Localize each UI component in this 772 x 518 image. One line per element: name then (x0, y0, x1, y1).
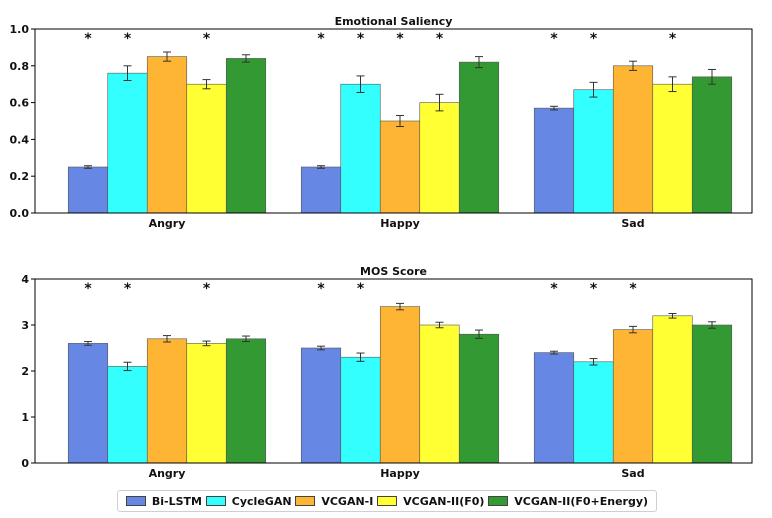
significance-marker: * (84, 281, 92, 297)
bar (340, 83, 381, 214)
bar (67, 343, 109, 464)
bar (146, 56, 188, 214)
bar (573, 89, 614, 214)
category-label: Happy (380, 217, 420, 230)
bar (691, 324, 733, 464)
bar (186, 83, 227, 214)
mos-score-chart: MOS Score 0 1 2 3 4 * * * * * * * * Angry Happy Sad (21, 265, 753, 480)
bar (186, 343, 227, 464)
bar (379, 120, 421, 214)
category-label: Sad (621, 217, 644, 230)
legend-label: VCGAN-II(F0) (403, 494, 485, 508)
legend-swatch (205, 496, 226, 506)
significance-marker: * (550, 31, 558, 47)
significance-marker: * (124, 281, 132, 297)
legend-swatch (377, 496, 398, 506)
significance-marker: * (436, 31, 444, 47)
significance-marker: * (590, 31, 598, 47)
y-tick-label: 1 (21, 411, 29, 424)
legend-item-vcgan-i: VCGAN-I (295, 495, 373, 508)
category-label: Angry (149, 467, 186, 480)
significance-marker: * (396, 31, 404, 47)
bar (107, 366, 148, 464)
bar (300, 166, 342, 214)
significance-marker: * (669, 31, 677, 47)
significance-marker: * (550, 281, 558, 297)
significance-marker: * (629, 281, 637, 297)
significance-marker: * (203, 31, 211, 47)
chart-title: MOS Score (360, 265, 427, 278)
y-tick-label: 1.0 (10, 23, 30, 36)
bar (691, 76, 733, 214)
significance-marker: * (357, 31, 365, 47)
bar (573, 361, 614, 464)
significance-marker: * (317, 31, 325, 47)
legend: Bi-LSTM CycleGAN VCGAN-I VCGAN-II(F0) VC… (117, 490, 657, 512)
bar (652, 83, 693, 214)
bar (458, 61, 500, 214)
axes-frame (34, 28, 753, 214)
bar (458, 333, 500, 464)
legend-swatch (488, 496, 509, 506)
significance-marker: * (124, 31, 132, 47)
category-label: Happy (380, 467, 420, 480)
bar (419, 324, 460, 464)
bar (612, 65, 654, 214)
axes-frame (34, 278, 753, 464)
legend-swatch (295, 496, 316, 506)
bar (67, 166, 109, 214)
y-tick-label: 3 (21, 319, 29, 332)
legend-swatch (125, 496, 146, 506)
y-tick-label: 0.6 (10, 97, 30, 110)
legend-item-cyclegan: CycleGAN (205, 494, 292, 508)
legend-label: VCGAN-II(F0+Energy) (514, 494, 649, 508)
legend-label: VCGAN-I (321, 494, 374, 508)
bar (533, 352, 575, 464)
bar (652, 315, 693, 464)
significance-marker: * (317, 281, 325, 297)
bar (533, 107, 575, 214)
y-tick-label: 0.2 (10, 170, 30, 183)
legend-label: Bi-LSTM (151, 494, 202, 508)
bar (300, 347, 342, 464)
significance-marker: * (84, 31, 92, 47)
bar (340, 356, 381, 464)
significance-marker: * (590, 281, 598, 297)
legend-item-vcgan-ii-f0-energy: VCGAN-II(F0+Energy) (488, 495, 648, 508)
category-label: Sad (621, 467, 644, 480)
bar (612, 329, 654, 464)
y-tick-label: 0.0 (10, 207, 30, 220)
y-tick-label: 0.8 (10, 60, 30, 73)
y-tick-label: 0.4 (10, 133, 30, 146)
legend-item-bi-lstm: Bi-LSTM (125, 494, 202, 508)
bar (419, 102, 460, 214)
bar (107, 72, 148, 214)
significance-marker: * (357, 281, 365, 297)
chart-title: Emotional Saliency (335, 15, 453, 28)
legend-label: CycleGAN (231, 494, 292, 508)
emotional-saliency-chart: Emotional Saliency 0.0 0.2 0.4 0.6 0.8 1.0 * * * *… (10, 15, 753, 230)
y-tick-label: 2 (21, 365, 29, 378)
bar (146, 338, 188, 464)
bar (379, 306, 421, 464)
legend-item-vcgan-ii-f0: VCGAN-II(F0) (377, 495, 484, 508)
category-label: Angry (149, 217, 186, 230)
y-tick-label: 4 (21, 273, 29, 286)
y-tick-label: 0 (21, 457, 29, 470)
bar (225, 58, 267, 214)
significance-marker: * (203, 281, 211, 297)
bar (225, 338, 267, 464)
